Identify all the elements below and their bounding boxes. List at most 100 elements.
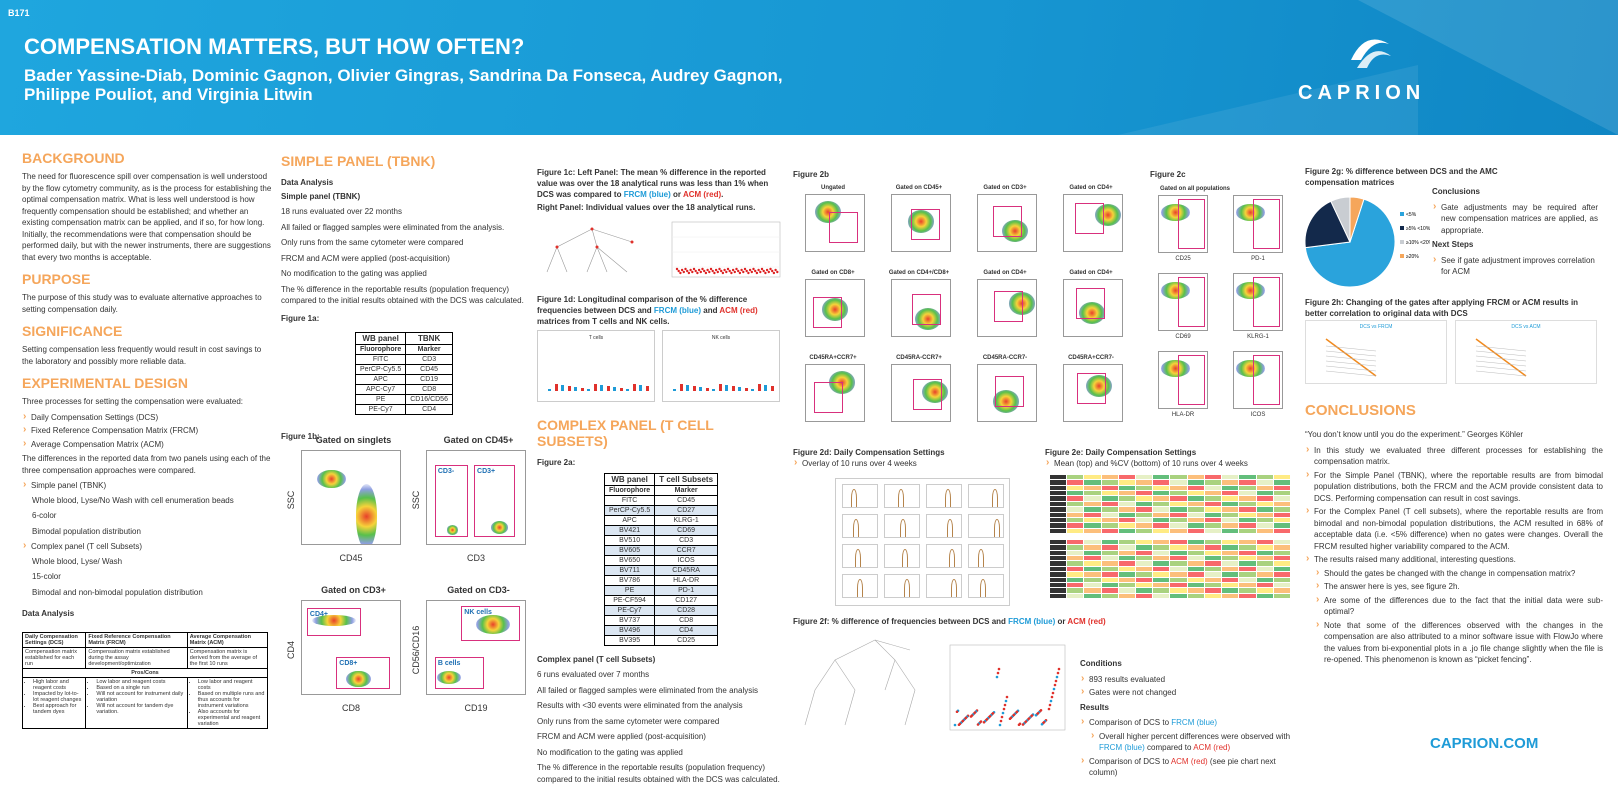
- heatmap-cell: [1273, 517, 1290, 523]
- y-axis-label: CD56/CD16: [411, 625, 421, 675]
- heatmap-cell: [1067, 588, 1084, 593]
- list-item: For the Complex Panel (T cell subsets), …: [1305, 505, 1603, 552]
- heatmap-cell: [1187, 566, 1204, 572]
- text-line: Results with <30 events were eliminated …: [537, 701, 743, 710]
- dot: [755, 271, 759, 275]
- heatmap-cell: [1050, 523, 1067, 528]
- heatmap-cell: [1050, 480, 1067, 485]
- heatmap-cell: [1136, 523, 1153, 528]
- figure-2d: [835, 478, 1010, 606]
- dot: [998, 723, 1002, 727]
- chart-panel: T cells: [537, 330, 655, 402]
- heatmap-cell: [1136, 550, 1153, 556]
- dot: [1004, 699, 1008, 703]
- heatmap-cell: [1222, 572, 1239, 577]
- heatmap-cell: [1256, 528, 1273, 533]
- gate: [912, 294, 942, 325]
- heatmap-cell: [1153, 491, 1170, 496]
- heatmap-cell: [1050, 491, 1067, 496]
- plot: NK cells B cells: [426, 600, 526, 695]
- heatmap-cell: [1204, 540, 1222, 545]
- heatmap-cell: [1050, 507, 1067, 512]
- heatmap-cell: [1170, 501, 1187, 507]
- dot: [742, 270, 745, 274]
- heatmap-cell: [1101, 501, 1118, 507]
- heatmap-cell: [1204, 496, 1222, 501]
- bar: [731, 386, 735, 391]
- heatmap-cell: [1239, 593, 1256, 598]
- text-segment: (see pie chart next column): [1089, 756, 1276, 778]
- list-item: 893 results evaluated: [1080, 673, 1295, 686]
- list-item: Complex panel (T cell Subsets): [22, 540, 274, 553]
- peak: [978, 549, 984, 567]
- bar: [587, 389, 590, 391]
- peak: [980, 579, 986, 597]
- panel-title: DCS vs FRCM: [1359, 324, 1393, 330]
- table-row: PerCP-Cy5.5 CD45: [354, 364, 453, 375]
- list-item: Should the gates be changed with the cha…: [1315, 567, 1603, 580]
- plot: [977, 364, 1037, 422]
- plot-title: Gated on CD4+: [1069, 185, 1113, 191]
- dot: [728, 269, 731, 273]
- dot: [1055, 675, 1059, 679]
- badge: B171: [8, 8, 30, 18]
- density-blob: [1161, 360, 1191, 378]
- dot: [726, 267, 730, 271]
- dot: [711, 269, 714, 273]
- table: WB panel TBNK Fluorophore Marker FITC CD3 PerC…: [354, 332, 453, 415]
- heatmap-cell: [1204, 561, 1222, 566]
- table-row: PerCP-Cy5.5 CD27: [603, 504, 719, 516]
- heatmap-cell: [1239, 545, 1256, 550]
- paragraph: Three processes for setting the compensa…: [22, 397, 244, 406]
- heatmap-cell: [1222, 512, 1239, 517]
- paragraph: The purpose of this study was to evaluat…: [22, 293, 262, 314]
- table-row: PE CD16/CD56: [354, 394, 453, 405]
- heatmap-cell: [1187, 528, 1204, 533]
- plot: [805, 364, 865, 422]
- dot: [740, 268, 743, 272]
- heatmap-cell: [1136, 496, 1153, 501]
- figure-2f-graphic: [804, 639, 1066, 731]
- plot-title: CD45RA-CCR7-: [982, 355, 1028, 361]
- heatmap-cell: [1204, 523, 1222, 528]
- heatmap-cell: [1204, 480, 1222, 485]
- heatmap-cell: [1187, 561, 1204, 566]
- dot: [955, 710, 959, 714]
- plot: [1158, 195, 1208, 253]
- bar: [561, 385, 564, 391]
- text-line: All failed or flagged samples were elimi…: [281, 222, 505, 232]
- heatmap-cell: [1136, 517, 1153, 523]
- gate: [812, 296, 842, 328]
- heatmap-cell: [1050, 588, 1067, 593]
- header-shape: [1358, 0, 1618, 135]
- cell: ICOS: [654, 554, 719, 566]
- dot: [969, 715, 973, 718]
- figure-2c: CD25 PD-1 CD69 KLRG-1 HLA-DR ICOS: [1140, 195, 1290, 435]
- heatmap: [1050, 475, 1290, 533]
- text-segment: Figure 1d: Longitudinal comparison of th…: [537, 295, 748, 315]
- x-axis-label: CD19: [464, 703, 488, 713]
- table-row: Compensation matrix established for each…: [21, 646, 269, 669]
- column-2: SIMPLE PANEL (TBNK) Data Analysis Simple…: [281, 153, 527, 447]
- heatmap-cell: [1136, 582, 1153, 588]
- peak: [994, 519, 1000, 537]
- heatmap-cell: [1118, 491, 1136, 496]
- detail: Whole blood, Lyse/No Wash with cell enum…: [32, 495, 234, 505]
- list-item: Will not account for tandem dye variatio…: [96, 703, 184, 715]
- heatmap-cell: [1067, 582, 1084, 588]
- heatmap-cell: [1239, 517, 1256, 523]
- text-segment: or: [1055, 617, 1068, 626]
- heatmap-cell: [1239, 507, 1256, 512]
- bar: [738, 387, 741, 391]
- heatmap-cell: [1239, 577, 1256, 582]
- pie-slice: [1349, 196, 1365, 243]
- figure-label: Figure 2c: [1150, 170, 1186, 179]
- heatmap-cell: [1084, 496, 1101, 501]
- heatmap-cell: [1256, 550, 1273, 556]
- cell: Fluorophore: [354, 344, 407, 355]
- dot: [997, 667, 1001, 671]
- histogram: [842, 484, 878, 508]
- cell: Low labor and reagent costsBased on a si…: [85, 676, 188, 729]
- heatmap-cell: [1067, 528, 1084, 533]
- heatmap-cell: [1153, 577, 1170, 582]
